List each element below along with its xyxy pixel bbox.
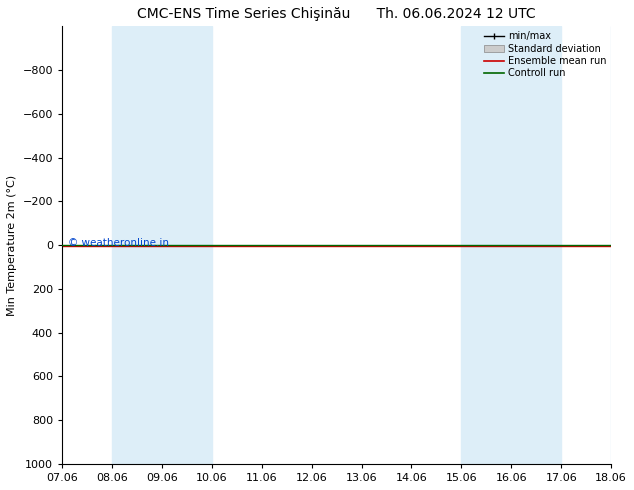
Title: CMC-ENS Time Series Chişinău      Th. 06.06.2024 12 UTC: CMC-ENS Time Series Chişinău Th. 06.06.2… [138, 7, 536, 21]
Legend: min/max, Standard deviation, Ensemble mean run, Controll run: min/max, Standard deviation, Ensemble me… [482, 29, 608, 80]
Bar [462, 26, 512, 464]
Bar [611, 26, 634, 464]
Bar [112, 26, 162, 464]
Bar [512, 26, 561, 464]
Y-axis label: Min Temperature 2m (°C): Min Temperature 2m (°C) [7, 174, 17, 316]
Bar [162, 26, 212, 464]
Text: © weatheronline.in: © weatheronline.in [67, 238, 169, 248]
